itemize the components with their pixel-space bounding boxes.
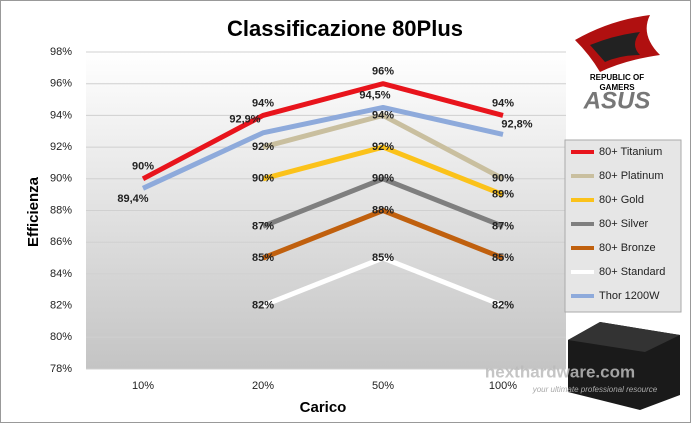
rog-logo: REPUBLIC OF GAMERS ASUS (575, 15, 660, 114)
data-label: 94% (492, 97, 514, 109)
x-tick-label: 100% (489, 380, 517, 392)
series-line (262, 208, 504, 261)
data-label: 94% (252, 97, 274, 109)
y-tick-label: 82% (50, 300, 72, 312)
asus-text: ASUS (583, 87, 651, 114)
chart-title: Classificazione 80Plus (227, 16, 463, 41)
data-label: 92% (252, 141, 274, 153)
x-tick-label: 10% (132, 380, 154, 392)
x-tick-label: 50% (372, 380, 394, 392)
y-tick-label: 98% (50, 46, 72, 58)
watermark-tagline: your ultimate professional resource (532, 385, 658, 394)
x-axis-label: Carico (300, 399, 347, 416)
rog-text: GAMERS (599, 83, 635, 92)
data-label: 92% (372, 141, 394, 153)
series-line (262, 112, 505, 182)
data-label: 85% (492, 252, 514, 264)
y-tick-label: 80% (50, 331, 72, 343)
data-label: 90% (132, 161, 154, 173)
legend-label: 80+ Platinum (599, 170, 664, 182)
data-label: 82% (252, 300, 274, 312)
y-tick-label: 94% (50, 109, 72, 121)
series-line (262, 144, 504, 197)
x-tick-label: 20% (252, 380, 274, 392)
data-label: 87% (492, 220, 514, 232)
product-image (568, 322, 680, 410)
data-label: 92,9% (229, 114, 260, 126)
legend-label: 80+ Bronze (599, 242, 656, 254)
data-label: 85% (372, 252, 394, 264)
y-tick-label: 84% (50, 268, 72, 280)
series-line (262, 255, 504, 308)
series-line (141, 81, 504, 182)
data-label: 90% (252, 173, 274, 185)
y-tick-label: 96% (50, 78, 72, 90)
legend-label: 80+ Silver (599, 218, 649, 230)
data-label: 87% (252, 220, 274, 232)
legend-label: 80+ Gold (599, 194, 644, 206)
data-label: 90% (492, 173, 514, 185)
y-tick-label: 78% (50, 363, 72, 375)
data-label: 94,5% (359, 89, 390, 101)
legend-label: Thor 1200W (599, 290, 660, 302)
y-tick-label: 92% (50, 141, 72, 153)
y-tick-label: 88% (50, 204, 72, 216)
rog-text: REPUBLIC OF (590, 73, 644, 82)
data-label: 96% (372, 66, 394, 78)
y-axis-label: Efficienza (25, 176, 42, 247)
data-label: 88% (372, 204, 394, 216)
legend-label: 80+ Titanium (599, 146, 662, 158)
legend-label: 80+ Standard (599, 266, 665, 278)
y-tick-label: 86% (50, 236, 72, 248)
data-label: 89,4% (117, 193, 148, 205)
data-label: 94% (372, 109, 394, 121)
series-line (141, 104, 504, 191)
data-label: 92,8% (501, 118, 532, 130)
data-label: 89% (492, 189, 514, 201)
data-label: 85% (252, 252, 274, 264)
data-label: 90% (372, 173, 394, 185)
watermark: nexthardware.com (485, 362, 635, 381)
y-tick-label: 90% (50, 173, 72, 185)
data-label: 82% (492, 300, 514, 312)
series-line (262, 176, 504, 229)
